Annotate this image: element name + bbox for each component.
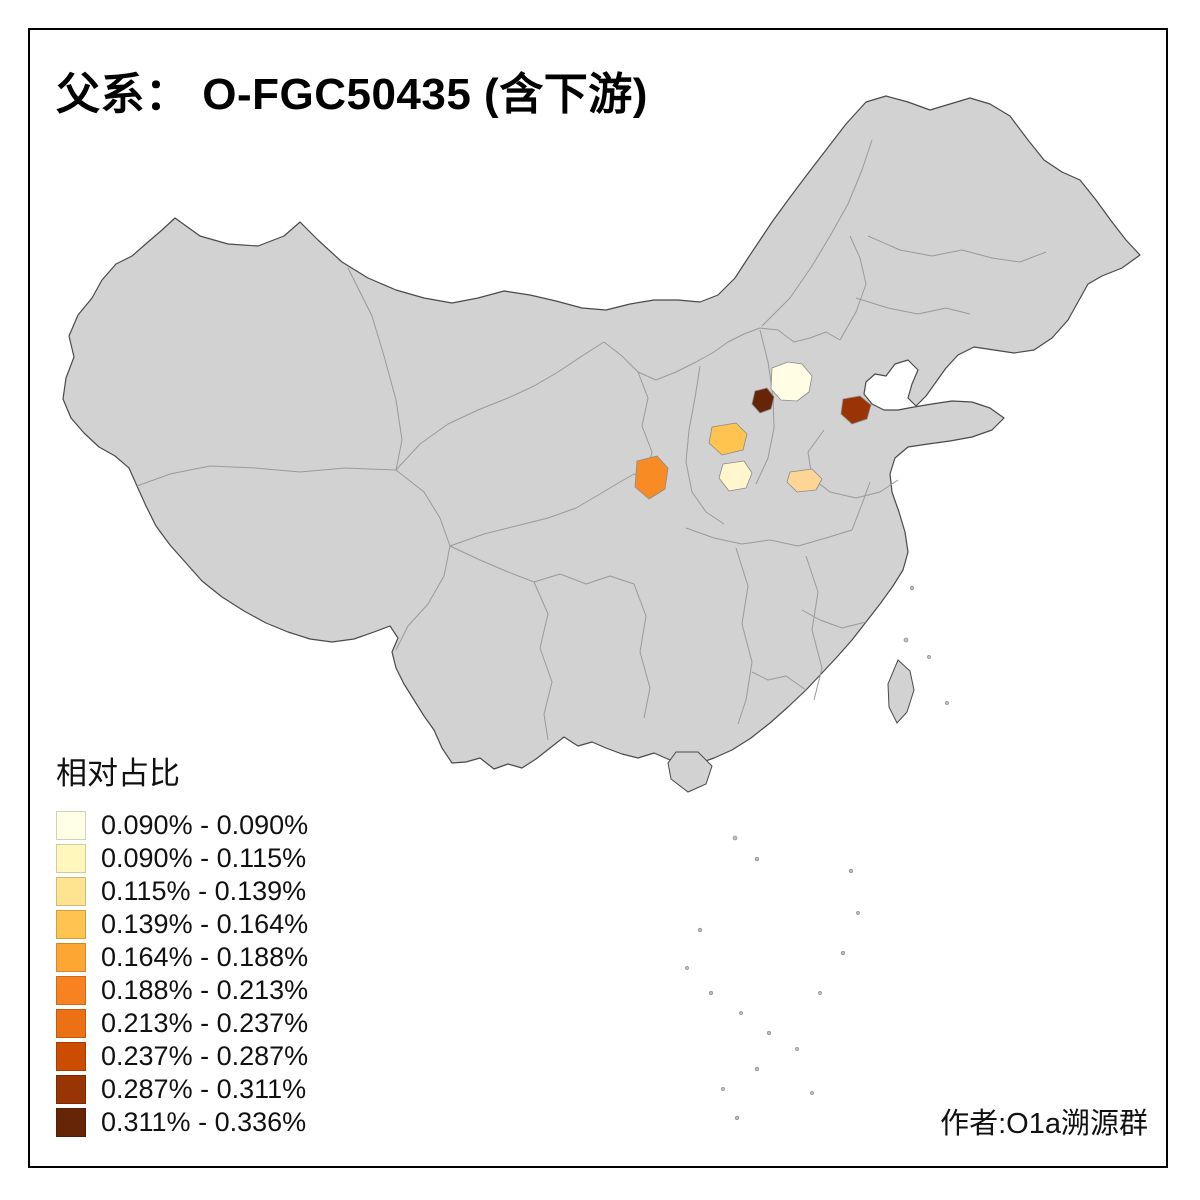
legend-item: 0.213% - 0.237%: [56, 1007, 308, 1040]
legend-item: 0.287% - 0.311%: [56, 1073, 308, 1106]
legend-label: 0.287% - 0.311%: [101, 1074, 307, 1104]
legend-swatch: [56, 943, 86, 972]
legend-label: 0.115% - 0.139%: [101, 876, 307, 906]
legend: 相对占比 0.090% - 0.090% 0.090% - 0.115% 0.1…: [56, 748, 308, 1139]
highlight-region-4: [708, 422, 748, 456]
legend-swatch: [56, 1042, 86, 1071]
legend-item: 0.188% - 0.213%: [56, 974, 308, 1007]
legend-item: 0.139% - 0.164%: [56, 908, 308, 941]
legend-swatch: [56, 976, 86, 1005]
legend-label: 0.213% - 0.237%: [101, 1008, 309, 1038]
highlighted-regions: [634, 361, 872, 500]
legend-label: 0.311% - 0.336%: [101, 1107, 307, 1137]
highlight-region-5: [634, 455, 669, 500]
taiwan-island: [887, 659, 915, 724]
legend-label: 0.237% - 0.287%: [101, 1041, 309, 1071]
legend-swatch: [56, 1075, 86, 1104]
legend-swatch: [56, 910, 86, 939]
legend-label: 0.188% - 0.213%: [101, 975, 309, 1005]
legend-swatch: [56, 1009, 86, 1038]
highlight-region-3: [840, 395, 872, 425]
china-mainland: [62, 95, 1141, 770]
map-title: 父系： O-FGC50435 (含下游): [56, 70, 648, 119]
legend-label: 0.090% - 0.115%: [101, 843, 307, 873]
highlight-region-2: [751, 387, 775, 414]
legend-swatch: [56, 877, 86, 906]
legend-item: 0.311% - 0.336%: [56, 1106, 308, 1139]
highlight-region-6: [718, 460, 753, 492]
south-china-sea-islets: [685, 585, 949, 1121]
author-credit: 作者:O1a溯源群: [940, 1108, 1148, 1140]
legend-label: 0.164% - 0.188%: [101, 942, 309, 972]
legend-swatch: [56, 844, 86, 873]
highlight-region-1: [770, 361, 813, 402]
highlight-region-7: [786, 468, 823, 493]
hainan-island: [667, 751, 713, 793]
legend-item: 0.090% - 0.090%: [56, 809, 308, 842]
legend-title: 相对占比: [56, 756, 180, 791]
legend-label: 0.139% - 0.164%: [101, 909, 309, 939]
legend-label: 0.090% - 0.090%: [101, 810, 309, 840]
islands: [667, 659, 915, 793]
province-borders: [136, 139, 1047, 741]
legend-swatch: [56, 811, 86, 840]
legend-swatch: [56, 1108, 86, 1137]
legend-item: 0.164% - 0.188%: [56, 941, 308, 974]
legend-item: 0.237% - 0.287%: [56, 1040, 308, 1073]
legend-item: 0.090% - 0.115%: [56, 842, 308, 875]
legend-item: 0.115% - 0.139%: [56, 875, 308, 908]
